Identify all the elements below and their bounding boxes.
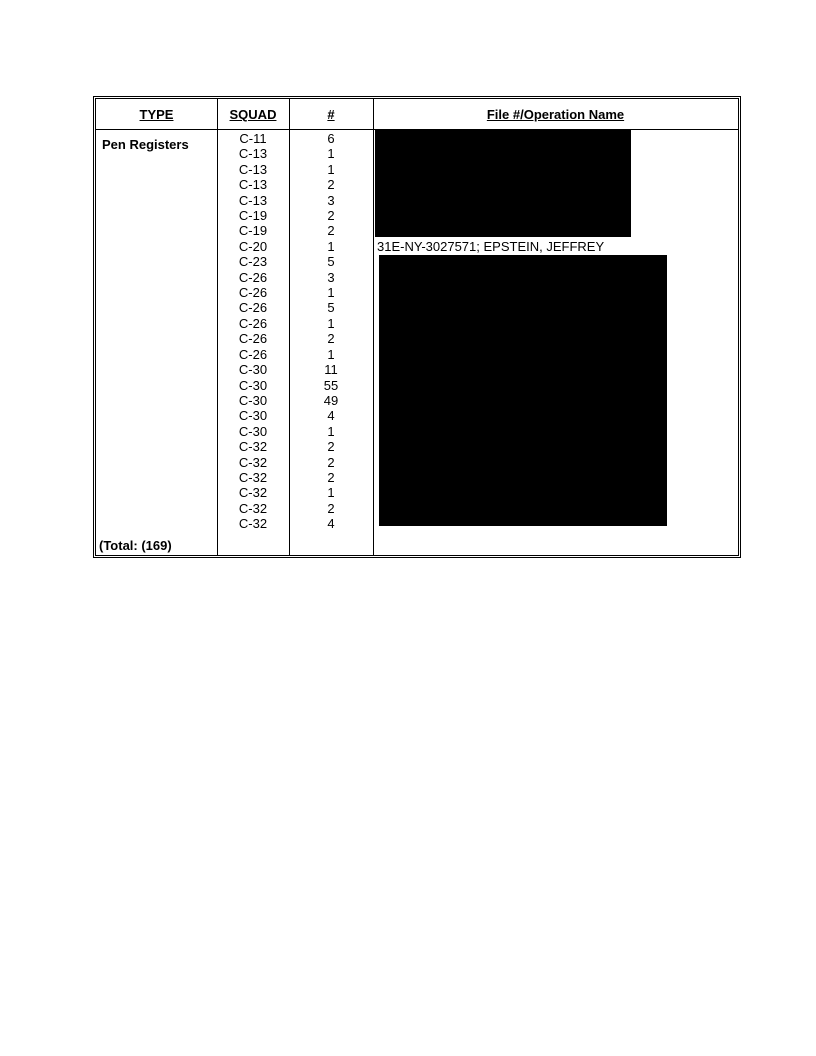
redaction-block — [379, 255, 667, 526]
squad-cell: C-13 — [238, 146, 268, 162]
count-cell: 2 — [327, 500, 335, 516]
count-column: 6 1 1 2 3 2 2 1 5 3 1 5 1 2 1 11 55 49 4 1 2 2 2 1 2 4 — [289, 131, 373, 532]
type-label: Pen Registers — [102, 137, 189, 152]
count-cell: 2 — [327, 454, 335, 470]
squad-cell: C-26 — [238, 285, 268, 301]
squad-cell: C-30 — [238, 392, 268, 408]
squad-cell: C-30 — [238, 423, 268, 439]
count-cell: 1 — [327, 346, 335, 362]
count-cell: 1 — [327, 485, 335, 501]
column-divider — [217, 99, 218, 555]
squad-cell: C-26 — [238, 346, 268, 362]
squad-cell: C-19 — [238, 208, 268, 224]
column-divider — [373, 99, 374, 555]
count-cell: 2 — [327, 177, 335, 193]
count-cell: 1 — [327, 315, 335, 331]
squad-cell: C-19 — [238, 223, 268, 239]
file-entry: 31E-NY-3027571; EPSTEIN, JEFFREY — [377, 239, 605, 254]
squad-cell: C-32 — [238, 485, 268, 501]
squad-cell: C-13 — [238, 161, 268, 177]
count-cell: 2 — [327, 208, 335, 224]
column-divider — [289, 99, 290, 555]
squad-cell: C-13 — [238, 177, 268, 193]
squad-cell: C-30 — [238, 362, 268, 378]
squad-cell: C-26 — [238, 300, 268, 316]
redaction-block — [375, 129, 631, 237]
count-cell: 4 — [327, 516, 335, 532]
count-cell: 2 — [327, 439, 335, 455]
count-cell: 6 — [327, 131, 335, 146]
pen-register-table: TYPE SQUAD # File #/Operation Name Pen R… — [93, 96, 741, 558]
count-cell: 2 — [327, 469, 335, 485]
squad-cell: C-32 — [238, 439, 268, 455]
squad-cell: C-13 — [238, 192, 268, 208]
squad-cell: C-32 — [238, 500, 268, 516]
squad-cell: C-26 — [238, 331, 268, 347]
count-cell: 1 — [327, 285, 335, 301]
header-count: # — [327, 107, 335, 122]
header-squad: SQUAD — [229, 107, 277, 122]
squad-cell: C-26 — [238, 315, 268, 331]
count-cell: 3 — [327, 269, 335, 285]
header-type: TYPE — [139, 107, 174, 122]
count-cell: 4 — [327, 408, 335, 424]
count-cell: 1 — [327, 423, 335, 439]
count-cell: 2 — [327, 223, 335, 239]
squad-cell: C-30 — [238, 408, 268, 424]
count-cell: 11 — [324, 362, 338, 378]
squad-cell: C-32 — [238, 454, 268, 470]
squad-cell: C-32 — [238, 469, 268, 485]
squad-cell: C-26 — [238, 269, 268, 285]
header-file: File #/Operation Name — [486, 107, 625, 122]
count-cell: 3 — [327, 192, 335, 208]
squad-cell: C-23 — [238, 254, 268, 270]
count-cell: 1 — [327, 161, 335, 177]
count-cell: 2 — [327, 331, 335, 347]
count-cell: 49 — [323, 392, 339, 408]
squad-column: C-11 C-13 C-13 C-13 C-13 C-19 C-19 C-20 C-23 C-26… — [217, 131, 289, 532]
count-cell: 5 — [327, 300, 335, 316]
count-cell: 1 — [327, 238, 335, 254]
total-label: (Total: (169) — [99, 538, 172, 553]
squad-cell: C-32 — [238, 516, 268, 532]
squad-cell: C-11 — [239, 131, 267, 146]
count-cell: 5 — [327, 254, 335, 270]
count-cell: 55 — [323, 377, 339, 393]
squad-cell: C-20 — [238, 238, 268, 254]
squad-cell: C-30 — [238, 377, 268, 393]
count-cell: 1 — [327, 146, 335, 162]
